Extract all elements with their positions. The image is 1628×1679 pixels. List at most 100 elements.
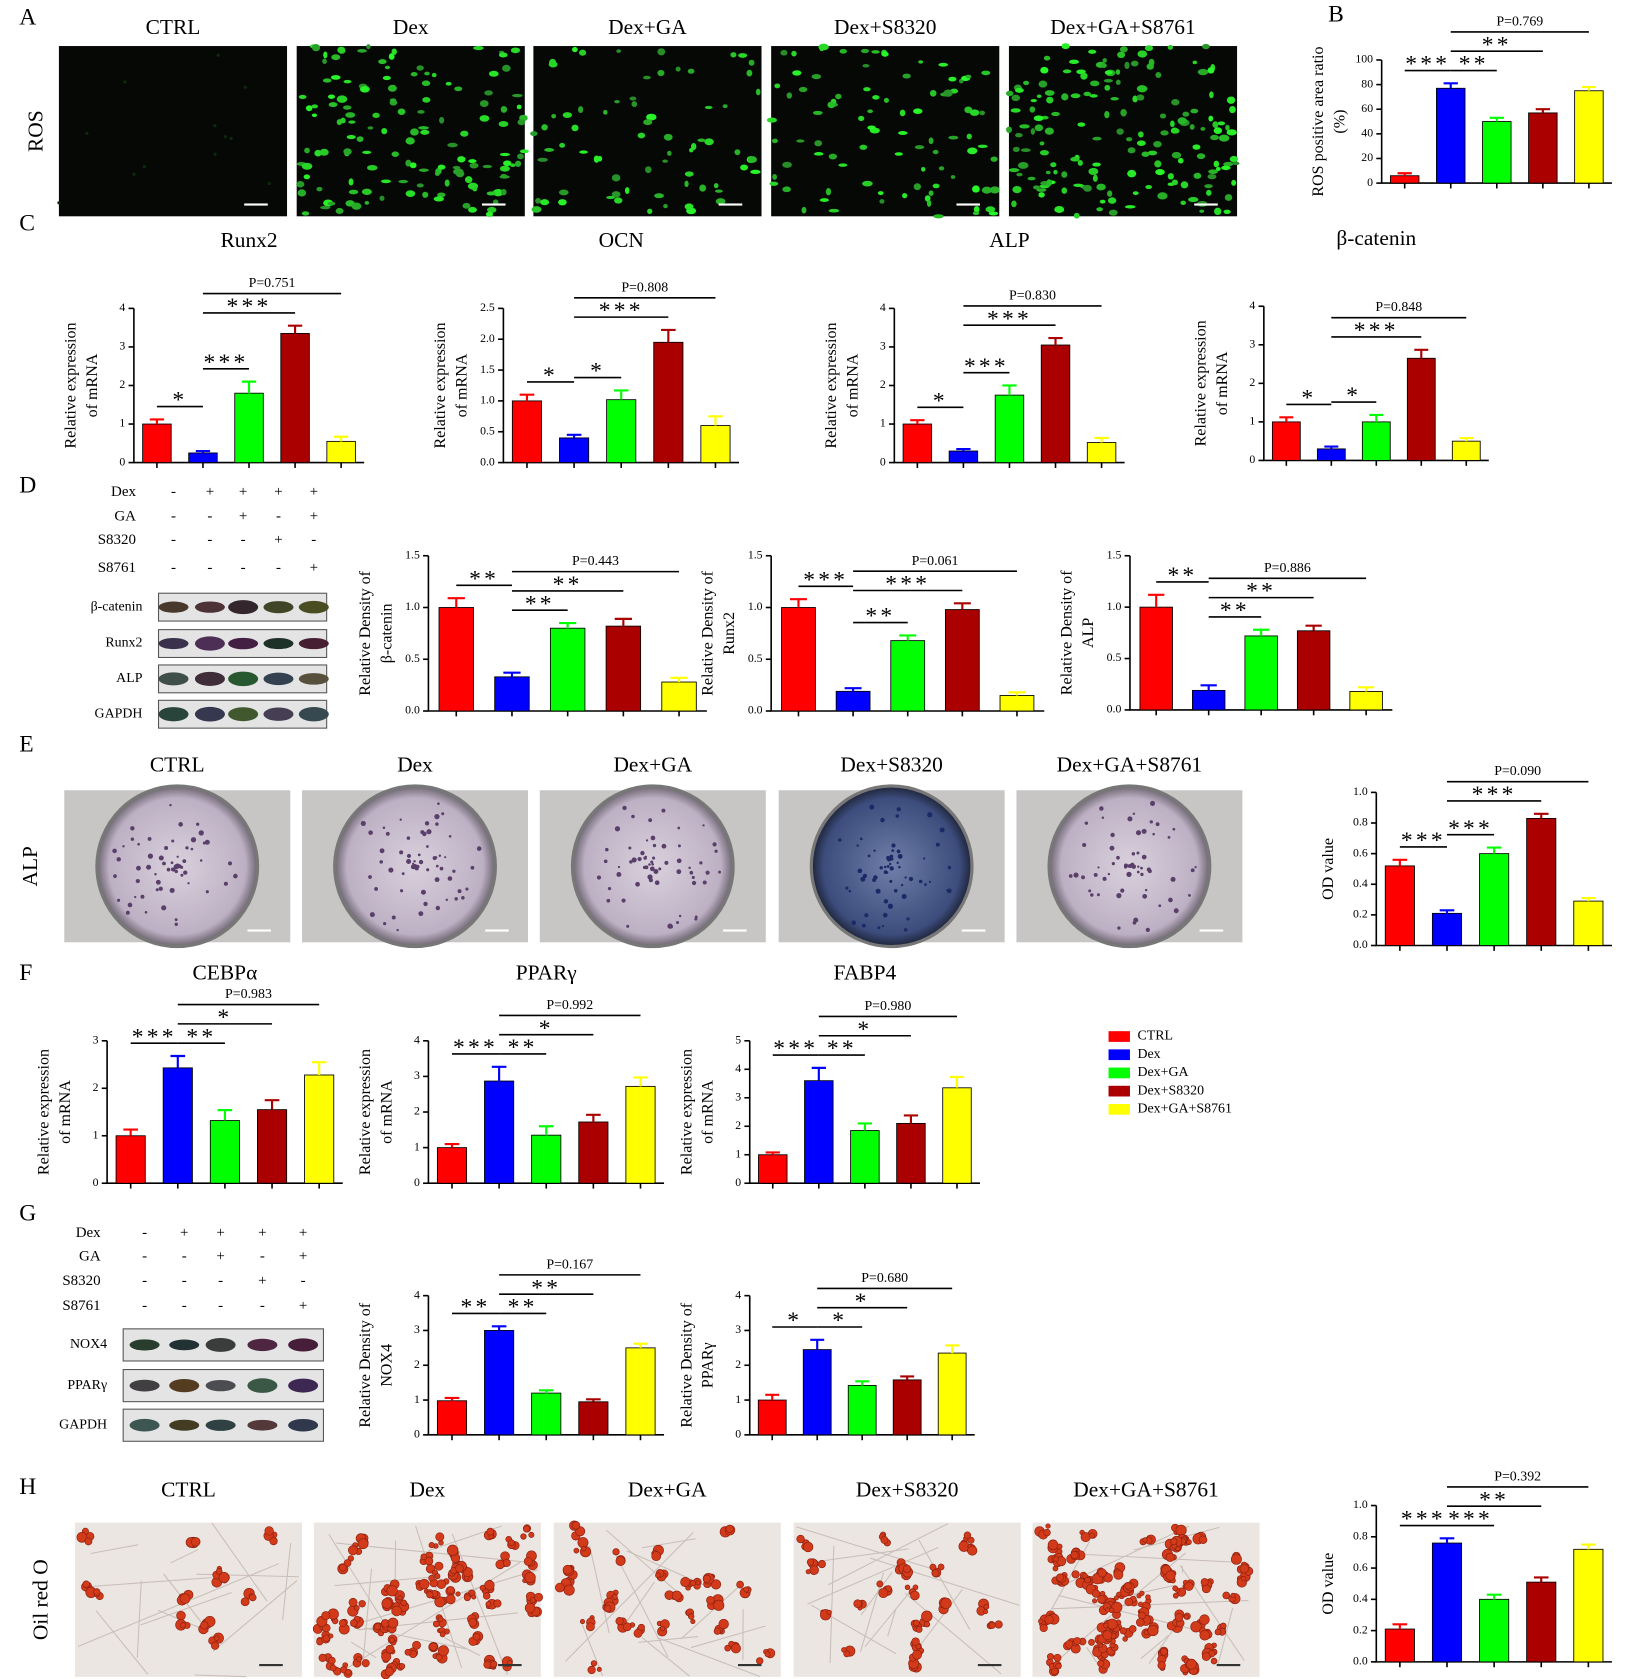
micrograph (778, 784, 1005, 949)
cell (433, 196, 444, 202)
lipid (911, 1637, 920, 1646)
stain (1136, 851, 1140, 855)
cell (814, 140, 823, 147)
band-label: GAPDH (59, 1417, 107, 1432)
row-label: ALP (18, 846, 42, 887)
significance-label: *** (204, 350, 249, 376)
significance-label: ** (1220, 598, 1250, 624)
stain (183, 870, 188, 875)
y-tick-label: 1 (1249, 415, 1255, 428)
cell (1116, 128, 1124, 135)
stain (864, 913, 869, 918)
cell (1117, 51, 1126, 59)
cell (862, 180, 873, 187)
cell (714, 189, 723, 193)
y-axis-label: of mRNA (57, 1080, 74, 1144)
blot-band (247, 1419, 278, 1431)
y-tick-label: 0.5 (748, 652, 763, 665)
error-bar (1414, 348, 1429, 359)
y-axis-label: Relative expression (36, 1049, 53, 1175)
cell (328, 102, 338, 108)
cell (772, 174, 777, 180)
cell (1210, 134, 1219, 141)
error-bar (586, 1113, 601, 1122)
cell (1062, 69, 1072, 74)
bar (1482, 121, 1512, 184)
lipid (435, 1532, 445, 1542)
stain (883, 899, 889, 904)
bar (892, 1379, 922, 1436)
error-bar (1253, 628, 1270, 636)
stain (116, 857, 121, 862)
legend-label: Dex+S8320 (1137, 1083, 1204, 1098)
cell (405, 190, 416, 197)
scale-bar (977, 1664, 1002, 1667)
scale-bar (1199, 929, 1224, 932)
lipid (1122, 1636, 1128, 1642)
cell (932, 183, 940, 189)
cell (1104, 110, 1110, 119)
cell (1136, 140, 1146, 146)
y-tick-label: 0 (880, 455, 886, 468)
error-bar (503, 671, 521, 677)
stain (640, 850, 645, 856)
error-bar (1094, 436, 1109, 443)
cell (1232, 161, 1240, 166)
stain (202, 841, 206, 845)
image-bg (313, 1522, 541, 1677)
stain (146, 864, 152, 870)
stain (897, 853, 903, 859)
stain (1073, 872, 1079, 878)
y-tick-label: 1 (119, 417, 125, 430)
lipid (321, 1611, 331, 1621)
cell (827, 101, 836, 109)
y-tick-label: 20 (1361, 151, 1373, 164)
cell (384, 65, 391, 70)
cell (1110, 96, 1119, 101)
cell (537, 157, 548, 162)
stain (645, 839, 649, 842)
stain (1090, 893, 1094, 897)
y-axis-label: PPARγ (700, 1342, 717, 1388)
significance-label: *** (599, 298, 644, 324)
condition-sign: - (182, 1273, 187, 1289)
stain (169, 887, 175, 893)
y-axis-label: Relative Density of (678, 1302, 695, 1427)
stain (903, 928, 908, 932)
stain (1117, 926, 1121, 930)
stain (1131, 852, 1136, 856)
significance-label: *** (1405, 52, 1450, 78)
significance-label: P=0.983 (225, 987, 272, 1002)
lipid (1124, 1597, 1133, 1607)
significance-label: * (832, 1308, 847, 1334)
cell (967, 147, 978, 155)
image-title: Dex (393, 15, 429, 39)
lipid (802, 1541, 814, 1553)
cell (791, 50, 797, 57)
cell (774, 83, 781, 89)
stain (391, 915, 396, 920)
lipid (615, 1617, 624, 1626)
scale-bar (737, 1664, 762, 1667)
image-title: Dex+GA (628, 1478, 707, 1502)
micrograph (553, 1520, 781, 1678)
stain (1168, 897, 1173, 903)
cell (606, 195, 616, 200)
lipid (381, 1651, 392, 1662)
cell (364, 200, 370, 205)
bar (999, 695, 1035, 712)
blot-band (194, 601, 225, 613)
blot-band (288, 1418, 319, 1432)
cell (1208, 169, 1218, 175)
stain (1107, 872, 1111, 876)
stain (887, 903, 894, 909)
stain (147, 853, 154, 859)
y-tick-label: 4 (119, 301, 125, 314)
fiber (918, 1539, 971, 1630)
error-bar (1439, 1537, 1455, 1544)
y-tick-label: 0.5 (1107, 651, 1122, 664)
lipid (522, 1525, 531, 1533)
significance-label: * (217, 1005, 232, 1031)
stain (1173, 908, 1179, 914)
y-tick-label: 1 (880, 417, 886, 430)
